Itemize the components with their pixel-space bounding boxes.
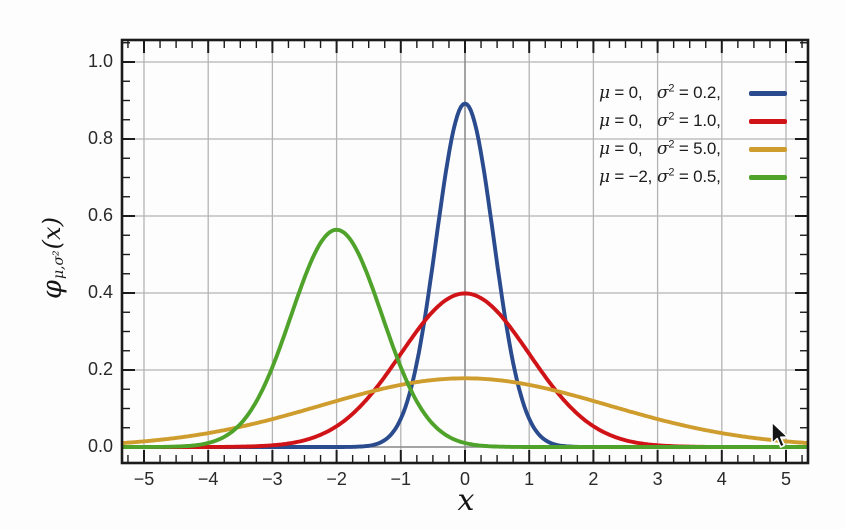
legend-row: μ = 0, σ2 = 5.0, — [599, 135, 787, 163]
legend-sigma-symbol: σ — [657, 83, 669, 103]
legend-sigma-symbol: σ — [657, 139, 669, 159]
legend: μ = 0, σ2 = 0.2, μ = 0, σ2 = 1.0, μ = 0,… — [599, 79, 787, 191]
y-axis-title-argument: (x) — [38, 217, 66, 250]
legend-mu-value: = 0, — [614, 111, 643, 130]
legend-sigma-value: = 5.0, — [678, 139, 721, 158]
legend-sigma-exponent: 2 — [668, 166, 675, 179]
legend-mu-value: = −2, — [614, 167, 653, 186]
legend-sigma-exponent: 2 — [668, 138, 675, 151]
legend-sigma-exponent: 2 — [668, 82, 675, 95]
legend-row: μ = 0, σ2 = 1.0, — [599, 107, 787, 135]
legend-mu-symbol: μ — [599, 111, 610, 131]
legend-mu-symbol: μ — [599, 139, 610, 159]
legend-sigma-symbol: σ — [657, 111, 669, 131]
legend-mu-value: = 0, — [614, 139, 643, 158]
legend-mu-value: = 0, — [614, 83, 643, 102]
y-axis-title-subscript: μ,σ² — [51, 250, 67, 280]
legend-row: μ = −2, σ2 = 0.5, — [599, 163, 787, 191]
x-axis-title: x — [457, 483, 475, 518]
legend-line-swatch — [749, 118, 787, 124]
legend-row: μ = 0, σ2 = 0.2, — [599, 79, 787, 107]
y-axis-title: φ μ,σ² (x) — [30, 144, 74, 372]
legend-mu-symbol: μ — [599, 83, 610, 103]
legend-mu-symbol: μ — [599, 167, 610, 187]
legend-sigma-value: = 0.2, — [678, 83, 721, 102]
legend-sigma-value: = 0.5, — [678, 167, 721, 186]
legend-sigma-symbol: σ — [657, 167, 669, 187]
legend-sigma-value: = 1.0, — [678, 111, 721, 130]
mouse-cursor — [771, 421, 789, 448]
legend-line-swatch — [749, 174, 787, 180]
legend-line-swatch — [749, 146, 787, 152]
y-axis-title-phi: φ — [36, 280, 68, 299]
legend-sigma-exponent: 2 — [668, 110, 675, 123]
legend-line-swatch — [749, 90, 787, 96]
